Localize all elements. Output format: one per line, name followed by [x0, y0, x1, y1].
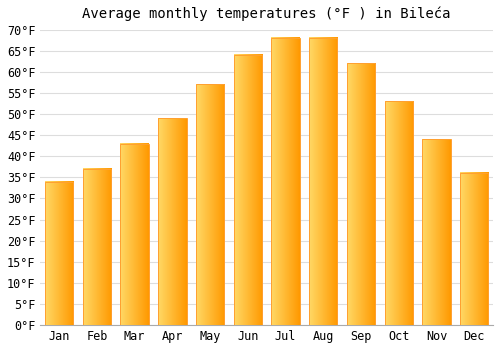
Bar: [234, 55, 262, 325]
Bar: [120, 144, 149, 325]
Bar: [347, 63, 375, 325]
Bar: [422, 139, 450, 325]
Bar: [45, 182, 74, 325]
Bar: [272, 38, 299, 325]
Bar: [158, 118, 186, 325]
Bar: [384, 102, 413, 325]
Bar: [460, 173, 488, 325]
Title: Average monthly temperatures (°F ) in Bileća: Average monthly temperatures (°F ) in Bi…: [82, 7, 451, 21]
Bar: [309, 38, 338, 325]
Bar: [196, 84, 224, 325]
Bar: [83, 169, 111, 325]
